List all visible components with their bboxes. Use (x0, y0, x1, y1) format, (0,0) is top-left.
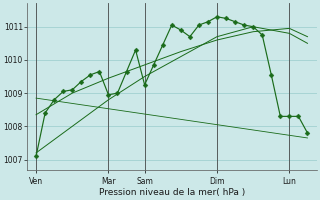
X-axis label: Pression niveau de la mer( hPa ): Pression niveau de la mer( hPa ) (99, 188, 245, 197)
